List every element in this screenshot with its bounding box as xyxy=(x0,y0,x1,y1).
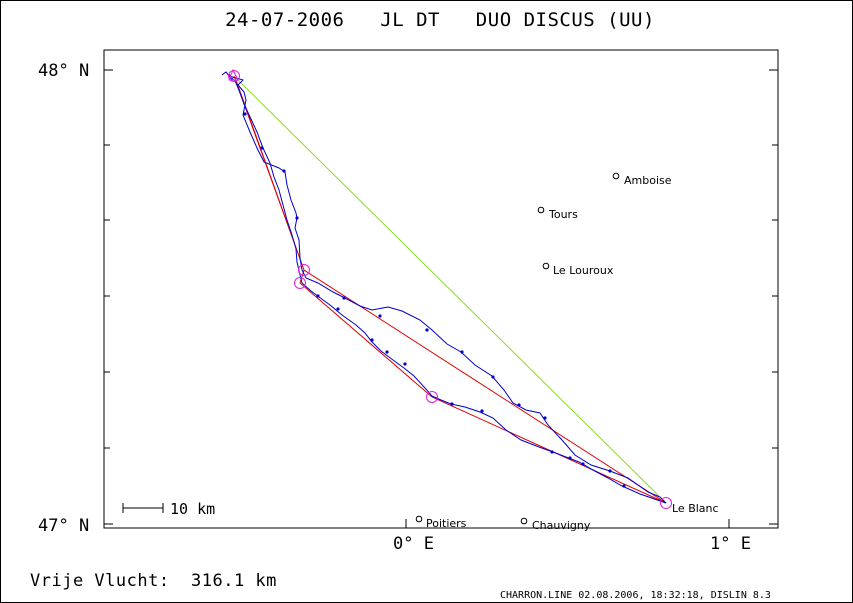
turnpoint-finish xyxy=(660,497,672,509)
distance-text: Vrije Vlucht: 316.1 km xyxy=(30,571,277,591)
scale-bar xyxy=(122,503,164,513)
town-marker-amboise xyxy=(612,172,620,180)
left-ticks xyxy=(104,69,113,525)
free-flight-line xyxy=(235,77,667,504)
town-marker-poitiers xyxy=(415,515,423,523)
task-legs xyxy=(233,75,667,504)
map-title: 24-07-2006 JL DT DUO DISCUS (UU) xyxy=(225,9,655,31)
turnpoint-2 xyxy=(294,277,306,289)
plot-area xyxy=(103,49,779,529)
town-label-le-blanc: Le Blanc xyxy=(672,502,719,515)
bottom-ticks xyxy=(405,519,730,528)
turnpoint-start xyxy=(228,70,240,82)
scale-label: 10 km xyxy=(170,500,215,518)
lon-label-0: 0° E xyxy=(393,534,434,554)
start-marker-icon xyxy=(228,68,239,81)
footer-text: CHARRON.LINE 02.08.2006, 18:32:18, DISLI… xyxy=(500,590,771,601)
turnpoint-1 xyxy=(298,264,310,276)
town-label-chauvigny: Chauvigny xyxy=(532,519,591,532)
lat-label-48: 48° N xyxy=(38,61,89,81)
town-label-le-louroux: Le Louroux xyxy=(553,264,614,277)
flight-track xyxy=(221,71,667,504)
right-ticks xyxy=(769,69,778,525)
track-fixes xyxy=(243,112,626,488)
lon-label-1: 1° E xyxy=(710,534,751,554)
town-marker-le-louroux xyxy=(542,262,550,270)
town-label-poitiers: Poitiers xyxy=(426,517,467,530)
turnpoint-3 xyxy=(426,391,438,403)
town-label-amboise: Amboise xyxy=(624,174,672,187)
town-label-tours: Tours xyxy=(548,208,578,221)
town-marker-tours xyxy=(537,206,545,214)
lat-label-47: 47° N xyxy=(38,516,89,536)
town-markers xyxy=(415,172,620,525)
town-marker-chauvigny xyxy=(520,517,528,525)
turnpoints xyxy=(228,70,672,509)
